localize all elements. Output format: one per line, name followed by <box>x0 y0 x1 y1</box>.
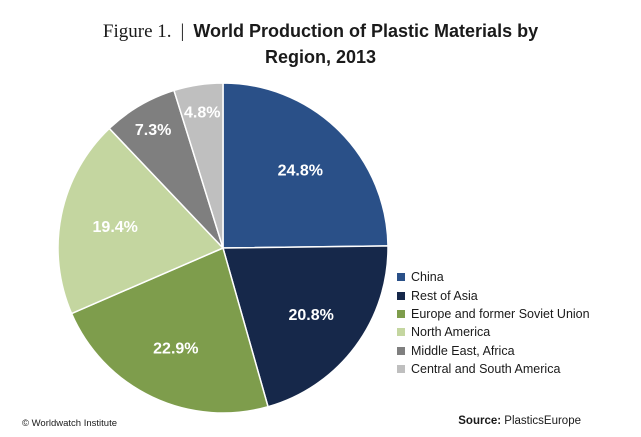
pie-slice-0 <box>222 82 389 249</box>
slice-value-label: 4.8% <box>184 105 220 122</box>
chart-title: Figure 1. | World Production of Plastic … <box>0 18 641 69</box>
source-value: PlasticsEurope <box>504 415 581 427</box>
credit-text: © Worldwatch Institute <box>22 418 117 429</box>
legend-swatch <box>397 346 405 355</box>
legend-swatch <box>397 273 405 282</box>
slice-value-label: 20.8% <box>288 307 333 324</box>
legend-item: Europe and former Soviet Union <box>397 305 590 323</box>
legend-swatch <box>397 365 405 374</box>
slice-value-label: 24.8% <box>278 163 323 180</box>
legend-swatch <box>397 328 405 337</box>
legend-label: China <box>411 270 444 285</box>
legend-item: Central and South America <box>397 360 590 378</box>
title-separator: | <box>180 21 185 42</box>
legend-swatch <box>397 309 405 318</box>
title-main-line-1: World Production of Plastic Materials by <box>193 21 539 41</box>
title-line-1: Figure 1. | World Production of Plastic … <box>0 18 641 45</box>
pie-data-labels: 24.8% 20.8% 22.9% 19.4% 7.3% 4.8% <box>93 105 334 358</box>
figure-label: Figure 1. <box>102 21 172 42</box>
legend-item: Rest of Asia <box>397 286 590 304</box>
pie-slice-5 <box>173 82 224 249</box>
legend-item: China <box>397 268 590 286</box>
legend-label: Central and South America <box>411 362 561 377</box>
pie-slice-3 <box>57 127 225 315</box>
source-text: Source: PlasticsEurope <box>458 415 581 427</box>
legend-label: North America <box>411 325 491 340</box>
legend-label: Europe and former Soviet Union <box>411 306 590 321</box>
title-main-line-2: Region, 2013 <box>264 47 377 67</box>
legend-item: North America <box>397 323 590 341</box>
legend-label: Middle East, Africa <box>411 343 515 358</box>
slice-value-label: 22.9% <box>153 340 198 357</box>
slice-value-label: 7.3% <box>135 122 171 139</box>
pie-slice-1 <box>222 245 389 408</box>
source-label: Source: <box>458 415 502 427</box>
pie-slice-2 <box>70 246 269 414</box>
legend: China Rest of Asia Europe and former Sovie… <box>397 268 590 378</box>
legend-label: Rest of Asia <box>411 288 478 303</box>
slice-value-label: 19.4% <box>93 219 138 236</box>
pie-slices <box>57 82 389 414</box>
legend-item: Middle East, Africa <box>397 342 590 360</box>
legend-swatch <box>397 291 405 300</box>
